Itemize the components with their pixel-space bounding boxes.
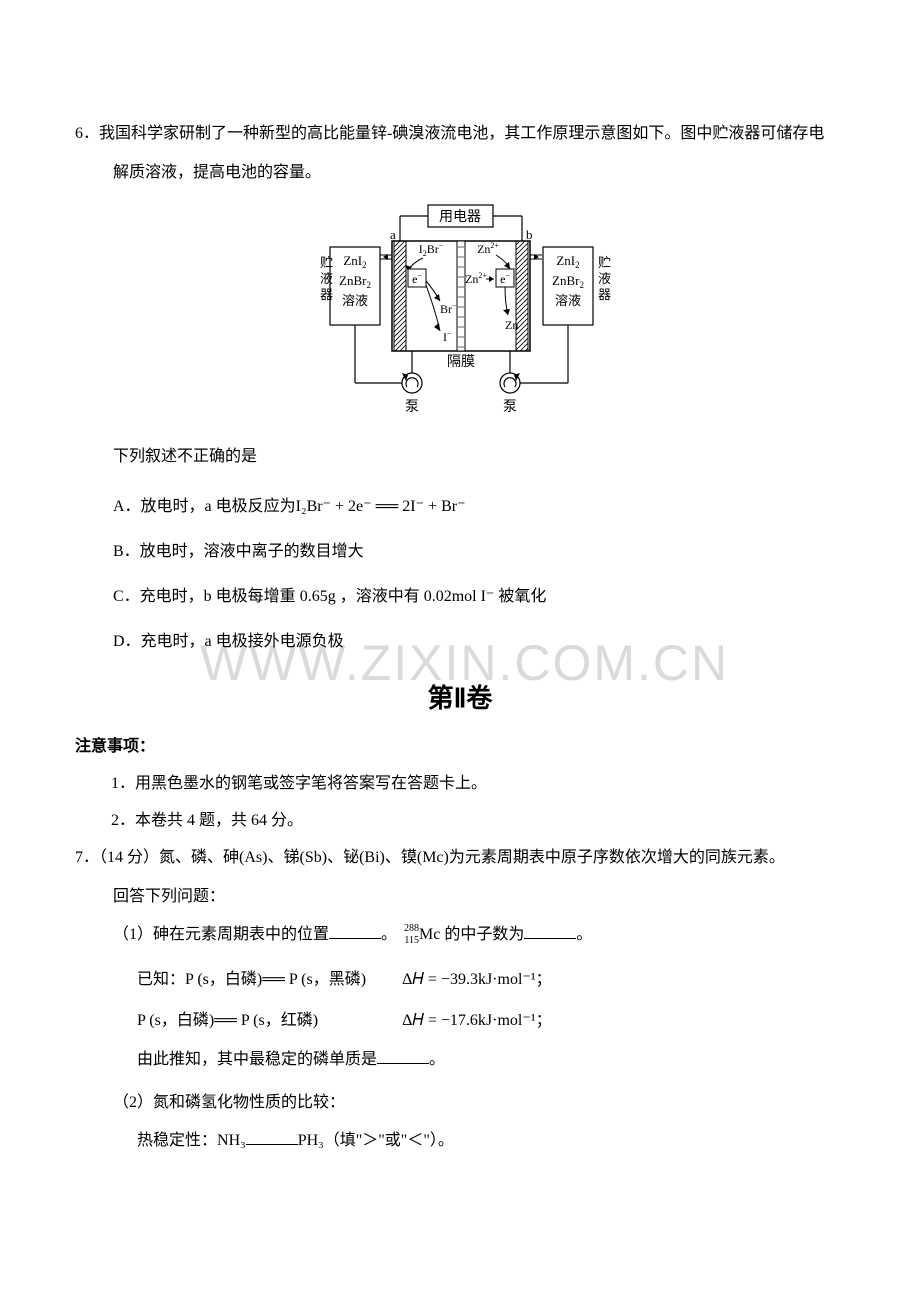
svg-text:I2Br−: I2Br−	[418, 241, 443, 258]
svg-text:贮: 贮	[598, 255, 611, 270]
q6-stem1: 我国科学家研制了一种新型的高比能量锌-碘溴液流电池，其工作原理示意图如下。图中贮…	[99, 125, 824, 142]
svg-text:隔膜: 隔膜	[447, 354, 475, 370]
q7-eq2: P (s，白磷)══ P (s，红磷)Δ𝐻 = −17.6kJ·mol⁻¹；	[75, 1007, 845, 1036]
q6-stem-line2: 解质溶液，提高电池的容量。	[75, 159, 845, 188]
blank-neutrons	[524, 922, 576, 940]
svg-text:Zn2+: Zn2+	[465, 271, 487, 286]
page-content: 6．我国科学家研制了一种新型的高比能量锌-碘溴液流电池，其工作原理示意图如下。图…	[75, 120, 845, 1156]
q7-p2-line: 热稳定性：NH₃PH₃（填"＞"或"＜"）。	[75, 1127, 845, 1156]
svg-text:贮: 贮	[320, 255, 333, 270]
svg-text:Br−: Br−	[440, 301, 457, 316]
battery-svg: 用电器 ZnI2 ZnBr2 溶液 贮 液 器 ZnI2 ZnBr2 溶液 贮 …	[308, 203, 613, 423]
blank-pos	[329, 922, 381, 940]
q6-optB: B．放电时，溶液中离子的数目增大	[75, 538, 845, 567]
svg-text:a: a	[390, 227, 396, 242]
svg-text:泵: 泵	[405, 400, 419, 415]
svg-text:ZnI2: ZnI2	[556, 253, 579, 270]
svg-text:器: 器	[320, 287, 333, 302]
section-2-title: 第Ⅱ卷	[75, 675, 845, 722]
svg-text:泵: 泵	[503, 400, 517, 415]
q6-prompt: 下列叙述不正确的是	[75, 443, 845, 472]
appliance-label: 用电器	[439, 209, 481, 225]
q6-optD: D．充电时，a 电极接外电源负极	[75, 628, 845, 657]
svg-text:溶液: 溶液	[554, 293, 580, 308]
q6-optA: A．放电时，a 电极反应为I₂Br⁻ + 2e⁻ ══ 2I⁻ + Br⁻	[75, 493, 845, 522]
svg-text:b: b	[526, 227, 533, 242]
isotope-frac: 288 115	[401, 924, 419, 948]
svg-text:I−: I−	[443, 329, 452, 344]
optA-formula: I₂Br⁻ + 2e⁻ ══ 2I⁻ + Br⁻	[296, 498, 466, 515]
q7-p1: （1）砷在元素周期表中的位置。 288 115 Mc 的中子数为。	[75, 921, 845, 950]
q7-pts: （14 分）	[99, 849, 159, 866]
q6-optC: C．充电时，b 电极每增重 0.65g ，溶液中有 0.02mol I⁻ 被氧化	[75, 583, 845, 612]
q7-known: 已知：P (s，白磷)══ P (s，黑磷)Δ𝐻 = −39.3kJ·mol⁻¹…	[75, 966, 845, 995]
notice-heading: 注意事项：	[75, 733, 845, 762]
notice-line2: 2．本卷共 4 题，共 64 分。	[75, 807, 845, 836]
q7-stem2: 回答下列问题：	[75, 883, 845, 912]
q7-p1-concl: 由此推知，其中最稳定的磷单质是。	[75, 1046, 845, 1075]
blank-stable	[377, 1046, 429, 1064]
svg-text:ZnI2: ZnI2	[343, 253, 366, 270]
svg-text:溶液: 溶液	[341, 293, 367, 308]
optA-prefix: A．放电时，a 电极反应为	[113, 498, 296, 515]
svg-text:Zn2+: Zn2+	[477, 241, 499, 256]
svg-text:ZnBr2: ZnBr2	[552, 273, 584, 290]
svg-text:液: 液	[598, 271, 611, 286]
blank-compare	[246, 1128, 298, 1146]
q7-p2-head: （2）氮和磷氢化物性质的比较：	[75, 1089, 845, 1118]
svg-text:器: 器	[598, 287, 611, 302]
q6-number: 6．	[75, 125, 99, 142]
svg-text:液: 液	[320, 271, 333, 286]
q6-stem-line1: 6．我国科学家研制了一种新型的高比能量锌-碘溴液流电池，其工作原理示意图如下。图…	[75, 120, 845, 149]
q7-number: 7．	[75, 849, 99, 866]
svg-text:ZnBr2: ZnBr2	[339, 273, 371, 290]
battery-diagram: 用电器 ZnI2 ZnBr2 溶液 贮 液 器 ZnI2 ZnBr2 溶液 贮 …	[75, 203, 845, 423]
svg-text:Zn: Zn	[505, 318, 518, 332]
q7-stem: 7．（14 分）氮、磷、砷(As)、锑(Sb)、铋(Bi)、镆(Mc)为元素周期…	[75, 844, 845, 873]
notice-line1: 1．用黑色墨水的钢笔或签字笔将答案写在答题卡上。	[75, 770, 845, 799]
